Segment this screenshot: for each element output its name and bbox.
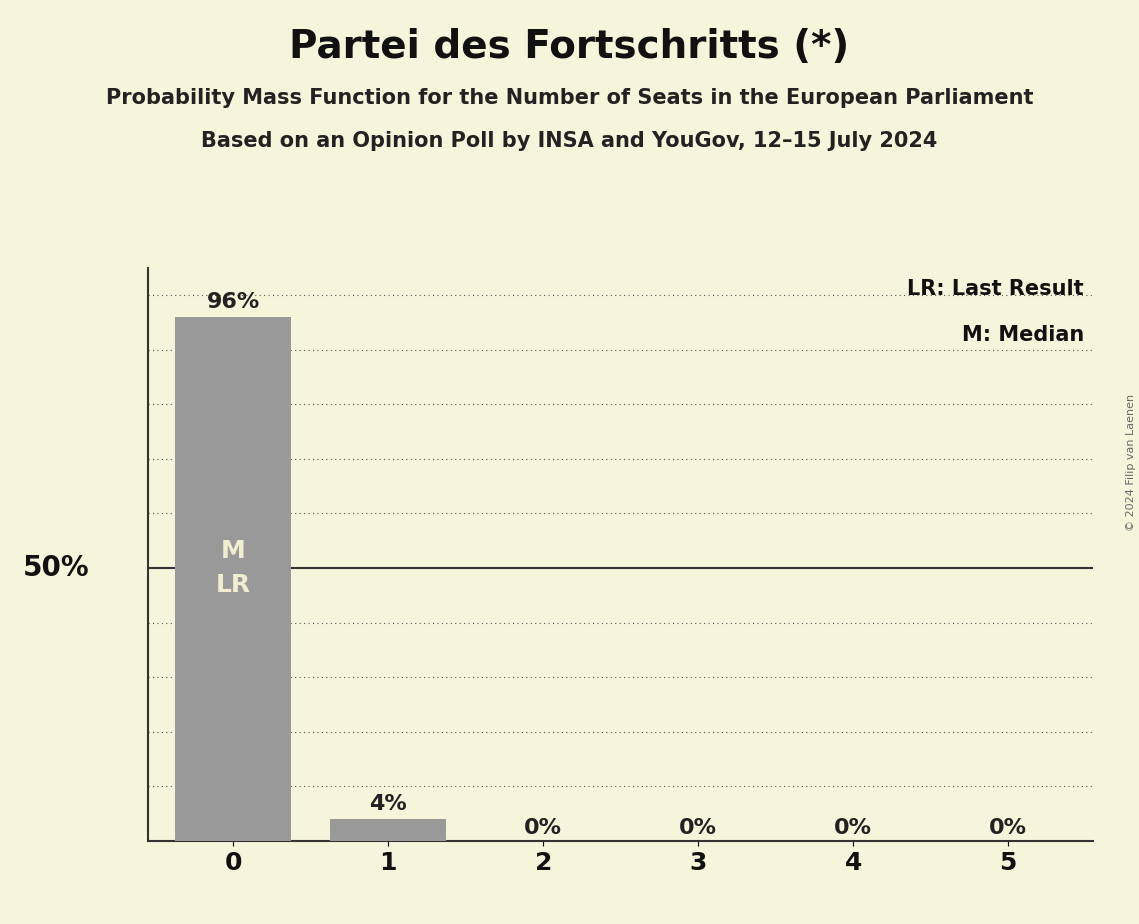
Bar bbox=[330, 819, 446, 841]
Text: Based on an Opinion Poll by INSA and YouGov, 12–15 July 2024: Based on an Opinion Poll by INSA and You… bbox=[202, 131, 937, 152]
Text: M: Median: M: Median bbox=[961, 325, 1084, 346]
Bar bbox=[175, 317, 292, 841]
Text: 96%: 96% bbox=[206, 292, 260, 311]
Text: LR: Last Result: LR: Last Result bbox=[908, 279, 1084, 299]
Text: 0%: 0% bbox=[679, 818, 718, 838]
Text: M
LR: M LR bbox=[215, 540, 251, 597]
Text: Probability Mass Function for the Number of Seats in the European Parliament: Probability Mass Function for the Number… bbox=[106, 88, 1033, 108]
Text: © 2024 Filip van Laenen: © 2024 Filip van Laenen bbox=[1126, 394, 1136, 530]
Text: Partei des Fortschritts (*): Partei des Fortschritts (*) bbox=[289, 28, 850, 66]
Text: 0%: 0% bbox=[989, 818, 1027, 838]
Text: 0%: 0% bbox=[834, 818, 872, 838]
Text: 0%: 0% bbox=[524, 818, 563, 838]
Text: 4%: 4% bbox=[369, 794, 407, 813]
Text: 50%: 50% bbox=[23, 554, 89, 582]
